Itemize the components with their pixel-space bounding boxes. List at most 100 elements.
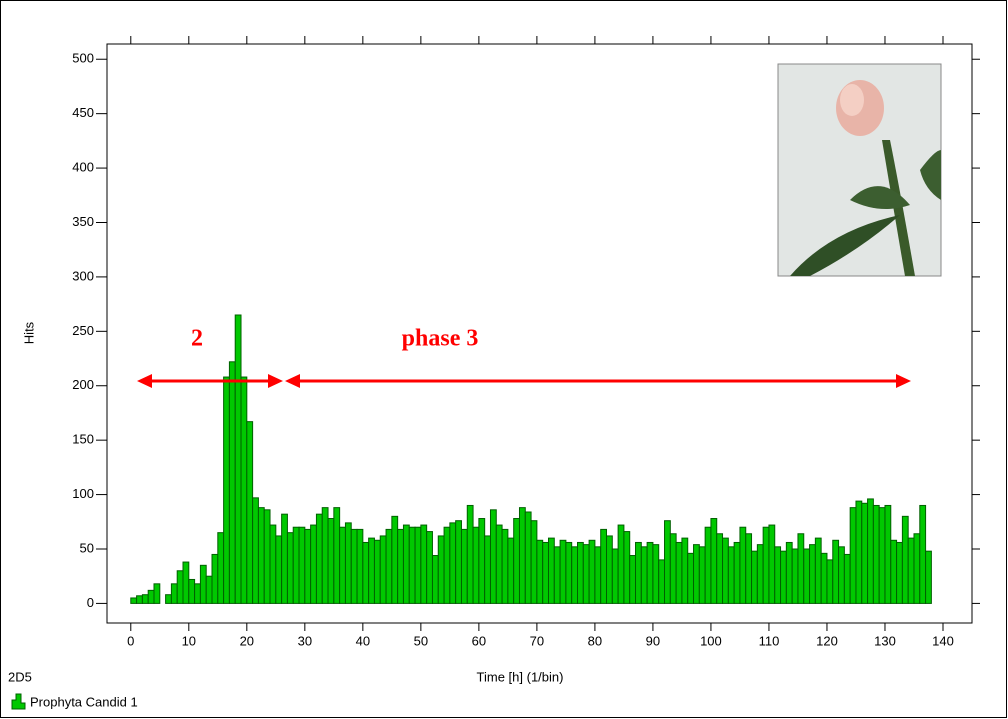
legend-icon [11, 693, 26, 710]
bar [362, 541, 370, 604]
bar [176, 570, 184, 604]
bar [687, 552, 695, 604]
bar [420, 524, 428, 604]
bar [304, 528, 312, 604]
bar [762, 526, 770, 604]
bar [141, 594, 149, 604]
bar [547, 537, 555, 604]
bar [756, 544, 764, 604]
bar [675, 541, 683, 604]
bar [507, 537, 515, 604]
bar [849, 507, 857, 604]
bar [635, 541, 642, 604]
bar [872, 504, 880, 604]
bar [745, 533, 753, 604]
bar [901, 515, 909, 604]
bar [292, 526, 300, 604]
bar [530, 520, 538, 604]
bar [391, 515, 399, 604]
bar [594, 546, 602, 604]
bar [867, 498, 874, 604]
bar [629, 555, 637, 604]
bar [489, 509, 497, 604]
bar [234, 314, 242, 604]
bar [820, 552, 828, 604]
x-axis-title: Time [h] (1/bin) [477, 669, 564, 684]
bar [780, 550, 787, 604]
x-tick-label: 70 [530, 633, 544, 648]
bar [739, 526, 747, 604]
bar [664, 520, 671, 604]
bar [426, 531, 433, 604]
bar [925, 550, 932, 604]
bar [809, 544, 816, 604]
bar [130, 597, 138, 604]
bar [153, 583, 161, 604]
annotation: phase 3 [402, 326, 479, 352]
bar [640, 546, 648, 604]
bar [431, 555, 439, 604]
bar [576, 541, 584, 604]
photo [777, 63, 942, 277]
bar [437, 535, 445, 604]
x-tick-label: 30 [298, 633, 312, 648]
x-tick-label: 10 [182, 633, 196, 648]
y-tick-label: 250 [72, 323, 94, 338]
y-tick-label: 450 [72, 105, 94, 120]
bar [356, 528, 364, 604]
bar [861, 502, 869, 604]
bar [182, 561, 190, 604]
bar [466, 504, 474, 604]
bar [165, 594, 172, 604]
x-tick-label: 120 [816, 633, 838, 648]
bar [327, 518, 335, 604]
x-tick-label: 60 [472, 633, 486, 648]
x-tick-label: 140 [932, 633, 954, 648]
bar [281, 513, 288, 604]
x-tick-label: 20 [240, 633, 254, 648]
bar [478, 518, 486, 604]
bar [536, 539, 544, 604]
panel-label: 2D5 [8, 669, 32, 684]
y-tick-label: 500 [72, 51, 94, 66]
x-tick-label: 130 [874, 633, 896, 648]
bar [495, 524, 503, 604]
bar [147, 589, 155, 604]
bar [286, 532, 294, 604]
bar [263, 509, 271, 604]
bar [843, 553, 851, 604]
bar [832, 539, 840, 604]
bar [791, 548, 799, 604]
y-tick-label: 400 [72, 160, 94, 175]
bar [408, 526, 416, 604]
bar [606, 535, 613, 604]
bar [716, 533, 724, 604]
bar [727, 546, 735, 604]
arrows [137, 374, 911, 388]
bar [884, 504, 892, 604]
y-axis-title: Hits [21, 321, 36, 344]
bar [722, 537, 729, 604]
bar [205, 575, 213, 604]
bar [733, 541, 741, 604]
bar [681, 537, 689, 604]
bar [652, 544, 660, 604]
bar [269, 524, 277, 604]
bar [298, 526, 306, 604]
bar [321, 507, 329, 604]
bar [582, 544, 590, 604]
bar [623, 531, 631, 604]
bar [559, 539, 567, 604]
bar [310, 524, 317, 604]
bar [350, 528, 358, 604]
bar [170, 583, 178, 604]
x-tick-label: 80 [588, 633, 602, 648]
bar [333, 507, 341, 604]
bar [600, 528, 608, 604]
x-tick-label: 0 [127, 633, 134, 648]
bar [199, 564, 207, 604]
bars [130, 314, 932, 604]
bar [797, 533, 805, 604]
bar [443, 526, 451, 604]
bar [223, 376, 230, 604]
